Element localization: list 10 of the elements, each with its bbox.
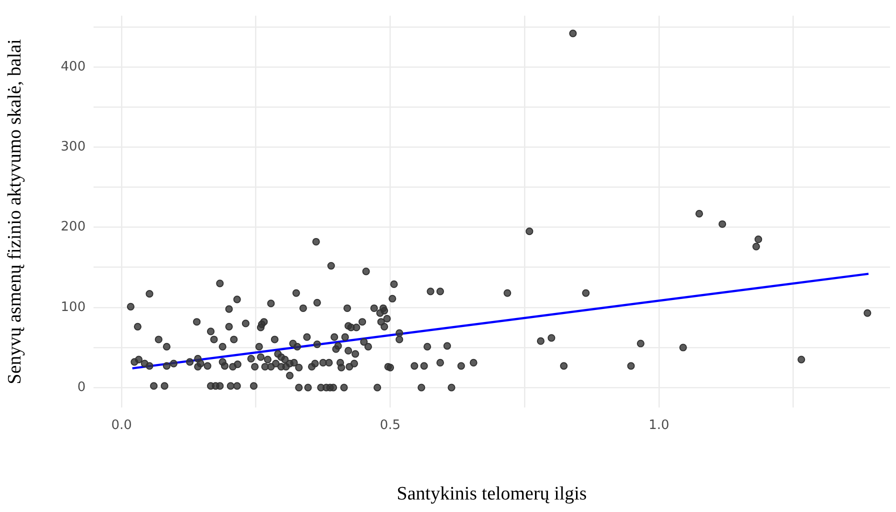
y-tick-label: 200	[60, 220, 86, 235]
x-tick-label: 0.5	[380, 418, 401, 433]
x-tick-label: 1.0	[648, 418, 670, 433]
x-axis-title: Santykinis telomerų ilgis	[396, 484, 587, 505]
y-tick-label: 400	[60, 59, 86, 74]
y-tick-label: 0	[77, 380, 86, 395]
x-tick-label: 0.0	[111, 418, 132, 433]
y-tick-label: 300	[60, 140, 86, 155]
y-axis-title: Senyvų asmenų fizinio aktyvumo skalė, balai	[4, 39, 26, 384]
y-tick-label: 100	[60, 300, 86, 315]
